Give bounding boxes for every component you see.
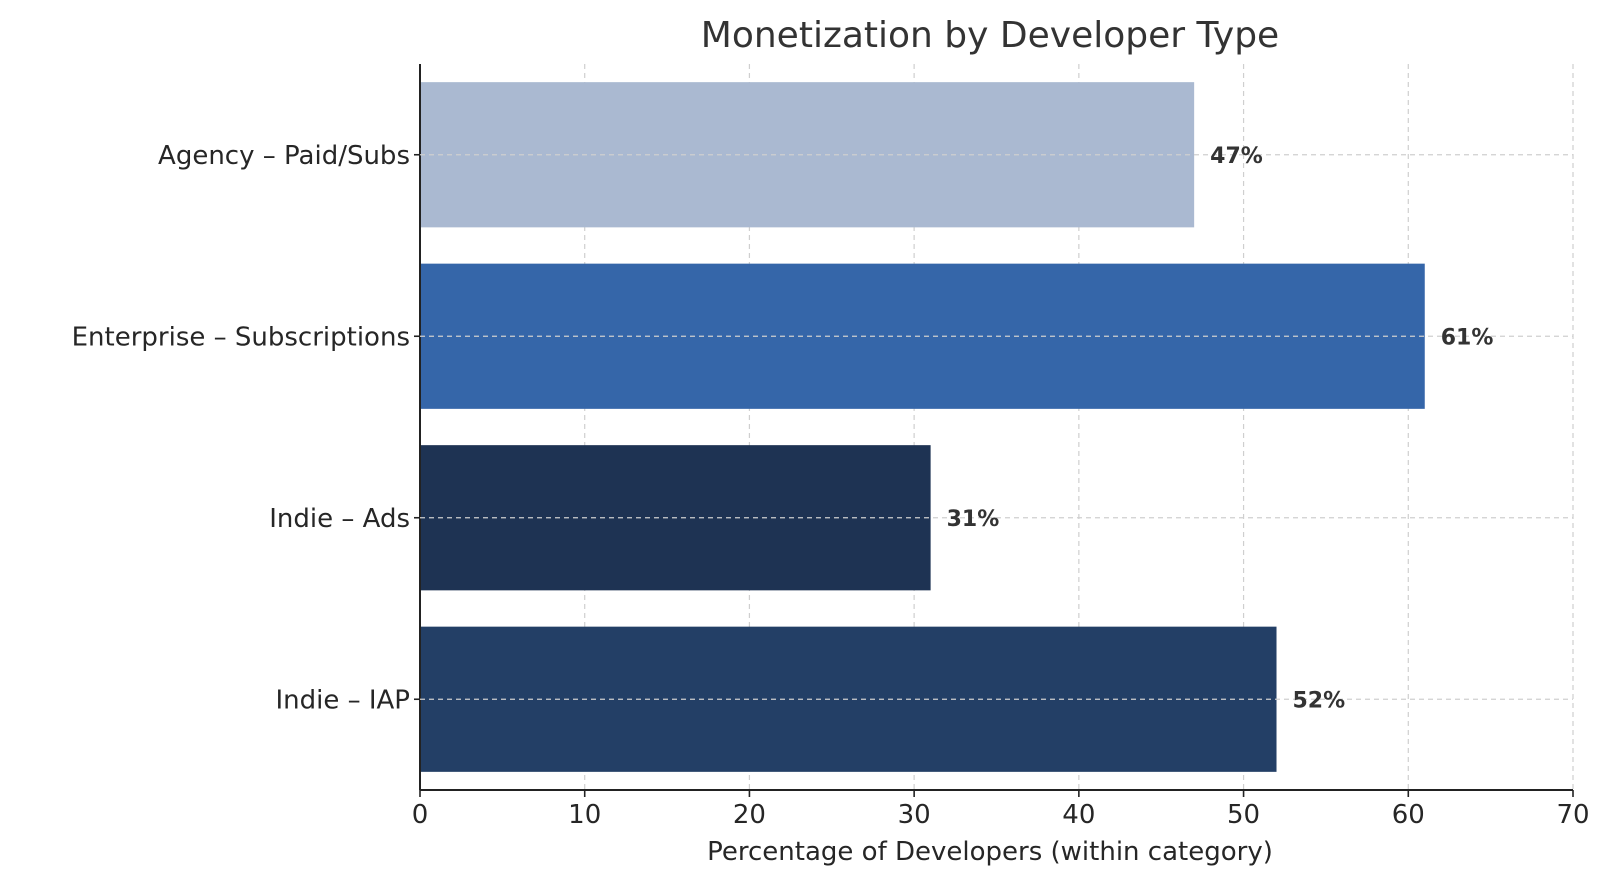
data-label: 61%	[1441, 325, 1494, 350]
x-tick-label: 70	[1556, 800, 1589, 830]
x-tick-label: 10	[568, 800, 601, 830]
data-label: 52%	[1293, 688, 1346, 713]
x-tick-label: 20	[733, 800, 766, 830]
bars-layer	[420, 82, 1425, 772]
x-tick-label: 50	[1227, 800, 1260, 830]
bar	[420, 263, 1425, 409]
labels-layer: Agency – Paid/Subs 47% Enterprise – Subscr…	[72, 141, 1573, 715]
chart-title: Monetization by Developer Type	[701, 15, 1279, 56]
x-axis-label: Percentage of Developers (within categor…	[707, 837, 1273, 867]
x-tick-label: 60	[1392, 800, 1425, 830]
x-tick-label: 40	[1062, 800, 1095, 830]
axes-layer: 0 10 20 30 40 50 60 70	[412, 64, 1590, 830]
x-tick-label: 30	[898, 800, 931, 830]
category-label: Enterprise – Subscriptions	[72, 322, 410, 352]
category-label: Agency – Paid/Subs	[158, 141, 410, 171]
data-label: 31%	[947, 507, 1000, 532]
data-label: 47%	[1210, 144, 1263, 169]
category-label: Indie – IAP	[275, 685, 410, 715]
category-label: Indie – Ads	[269, 504, 410, 534]
x-tick-label: 0	[412, 800, 429, 830]
